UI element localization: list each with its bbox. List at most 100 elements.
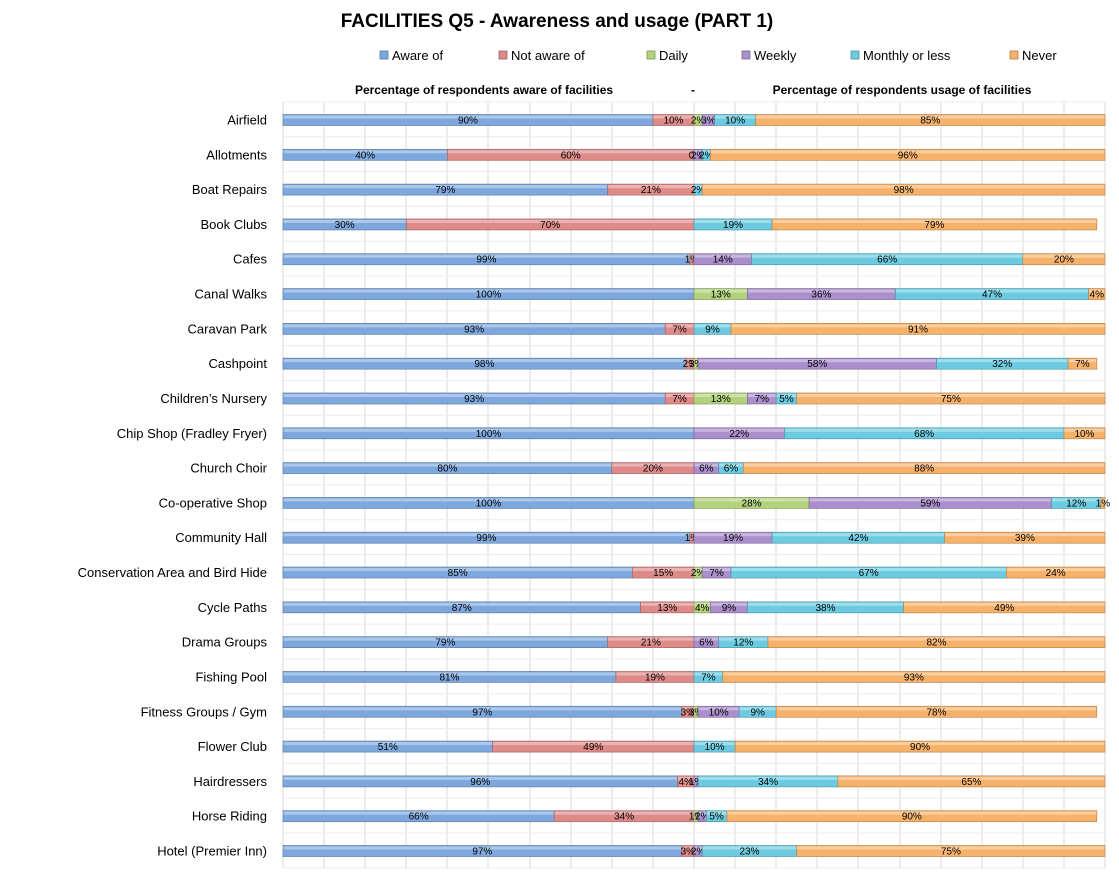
- data-label: 42%: [848, 533, 868, 544]
- bar-rect: [730, 323, 1106, 335]
- bar-highlight: [694, 568, 702, 572]
- bar-highlight: [283, 742, 493, 746]
- category-label: Community Hall: [175, 530, 267, 545]
- data-label: 75%: [941, 394, 961, 405]
- data-label: 32%: [992, 359, 1012, 370]
- bar-segment: [1022, 253, 1106, 266]
- bar-highlight: [554, 811, 694, 815]
- legend-label: Weekly: [754, 48, 797, 63]
- data-label: 85%: [920, 116, 940, 127]
- data-label: 9%: [705, 324, 720, 335]
- legend-label: Never: [1022, 48, 1057, 63]
- category-label: Drama Groups: [182, 635, 268, 650]
- legend-swatch: [646, 50, 656, 60]
- bar-highlight: [283, 185, 608, 189]
- category-label: Canal Walks: [195, 287, 268, 302]
- data-label: 3%: [681, 847, 696, 858]
- bar-segment: [796, 845, 1106, 857]
- bar-segment: [1063, 427, 1106, 440]
- category-label: Cashpoint: [208, 356, 267, 371]
- data-label: 20%: [643, 464, 663, 475]
- data-label: 10%: [725, 116, 745, 127]
- bar-rect: [1100, 497, 1106, 509]
- data-label: 2%: [695, 812, 710, 823]
- data-label: 15%: [653, 568, 673, 579]
- bar-highlight: [756, 115, 1105, 119]
- data-label: 19%: [645, 672, 665, 683]
- bar-highlight: [694, 498, 809, 502]
- gridlines: [282, 101, 1106, 869]
- bar-highlight: [772, 533, 945, 537]
- bar-highlight: [283, 428, 694, 432]
- bar-rect: [701, 183, 1106, 196]
- bar-highlight: [702, 568, 731, 572]
- bar-highlight: [727, 811, 1097, 815]
- data-label: 2%: [691, 847, 706, 858]
- legend-swatch: [1009, 50, 1019, 60]
- data-label: 1%: [689, 777, 704, 788]
- bar-highlight: [694, 359, 698, 363]
- data-label: 19%: [723, 533, 743, 544]
- data-label: 19%: [723, 220, 743, 231]
- category-label: Flower Club: [198, 739, 267, 754]
- bar-highlight: [731, 324, 1105, 328]
- data-label: 90%: [458, 116, 478, 127]
- bar-highlight: [283, 393, 665, 397]
- data-label: 7%: [701, 672, 716, 683]
- category-label: Allotments: [206, 147, 267, 162]
- bar-highlight: [747, 602, 904, 606]
- data-label: 9%: [722, 603, 737, 614]
- bar-highlight: [283, 289, 694, 293]
- legend-item: Never: [1009, 48, 1057, 63]
- bar-highlight: [694, 289, 747, 293]
- category-label: Horse Riding: [192, 809, 267, 824]
- bar-highlight: [694, 254, 752, 258]
- bar-highlight: [772, 219, 1097, 223]
- bar-highlight: [694, 811, 698, 815]
- bar-highlight: [690, 533, 694, 537]
- data-label: 21%: [641, 185, 661, 196]
- bar-highlight: [686, 359, 694, 363]
- data-label: 4%: [679, 777, 694, 788]
- legend-item: Monthly or less: [850, 48, 951, 63]
- data-label: 2%: [691, 568, 706, 579]
- data-label: 12%: [1066, 498, 1086, 509]
- bar-highlight: [702, 115, 715, 119]
- data-label: 98%: [474, 359, 494, 370]
- bar-highlight: [1089, 289, 1105, 293]
- category-label: Church Choir: [190, 461, 267, 476]
- bar-highlight: [283, 498, 694, 502]
- bar-segment: [944, 531, 1106, 544]
- data-label: 2%: [699, 150, 714, 161]
- bar-segment: [701, 183, 1106, 196]
- bar-highlight: [706, 811, 727, 815]
- category-label: Cycle Paths: [198, 600, 268, 615]
- bar-segment: [837, 775, 1106, 788]
- bar-highlight: [641, 602, 694, 606]
- bar-highlight: [715, 115, 756, 119]
- bar-segment: [726, 810, 1098, 823]
- legend-item: Not aware of: [498, 48, 585, 63]
- bar-highlight: [283, 672, 616, 676]
- data-label: 2%: [683, 359, 698, 370]
- category-label: Hairdressers: [193, 774, 267, 789]
- data-label: 34%: [614, 812, 634, 823]
- bar-highlight: [694, 463, 719, 467]
- bar-rect: [726, 810, 1098, 823]
- bar-rect: [944, 531, 1106, 544]
- bar-highlight: [776, 393, 797, 397]
- bar-highlight: [283, 115, 653, 119]
- left-heading: Percentage of respondents aware of facil…: [355, 83, 613, 97]
- data-label: 7%: [755, 394, 770, 405]
- legend-label: Aware of: [392, 48, 443, 63]
- data-label: 67%: [859, 568, 879, 579]
- data-label: 10%: [663, 116, 683, 127]
- data-label: 88%: [914, 464, 934, 475]
- data-label: 99%: [476, 255, 496, 266]
- bar-highlight: [694, 115, 702, 119]
- bar-segment: [742, 462, 1106, 474]
- bar-highlight: [283, 776, 678, 780]
- bar-rect: [1022, 253, 1106, 266]
- bar-highlight: [743, 463, 1105, 467]
- data-label: 75%: [941, 847, 961, 858]
